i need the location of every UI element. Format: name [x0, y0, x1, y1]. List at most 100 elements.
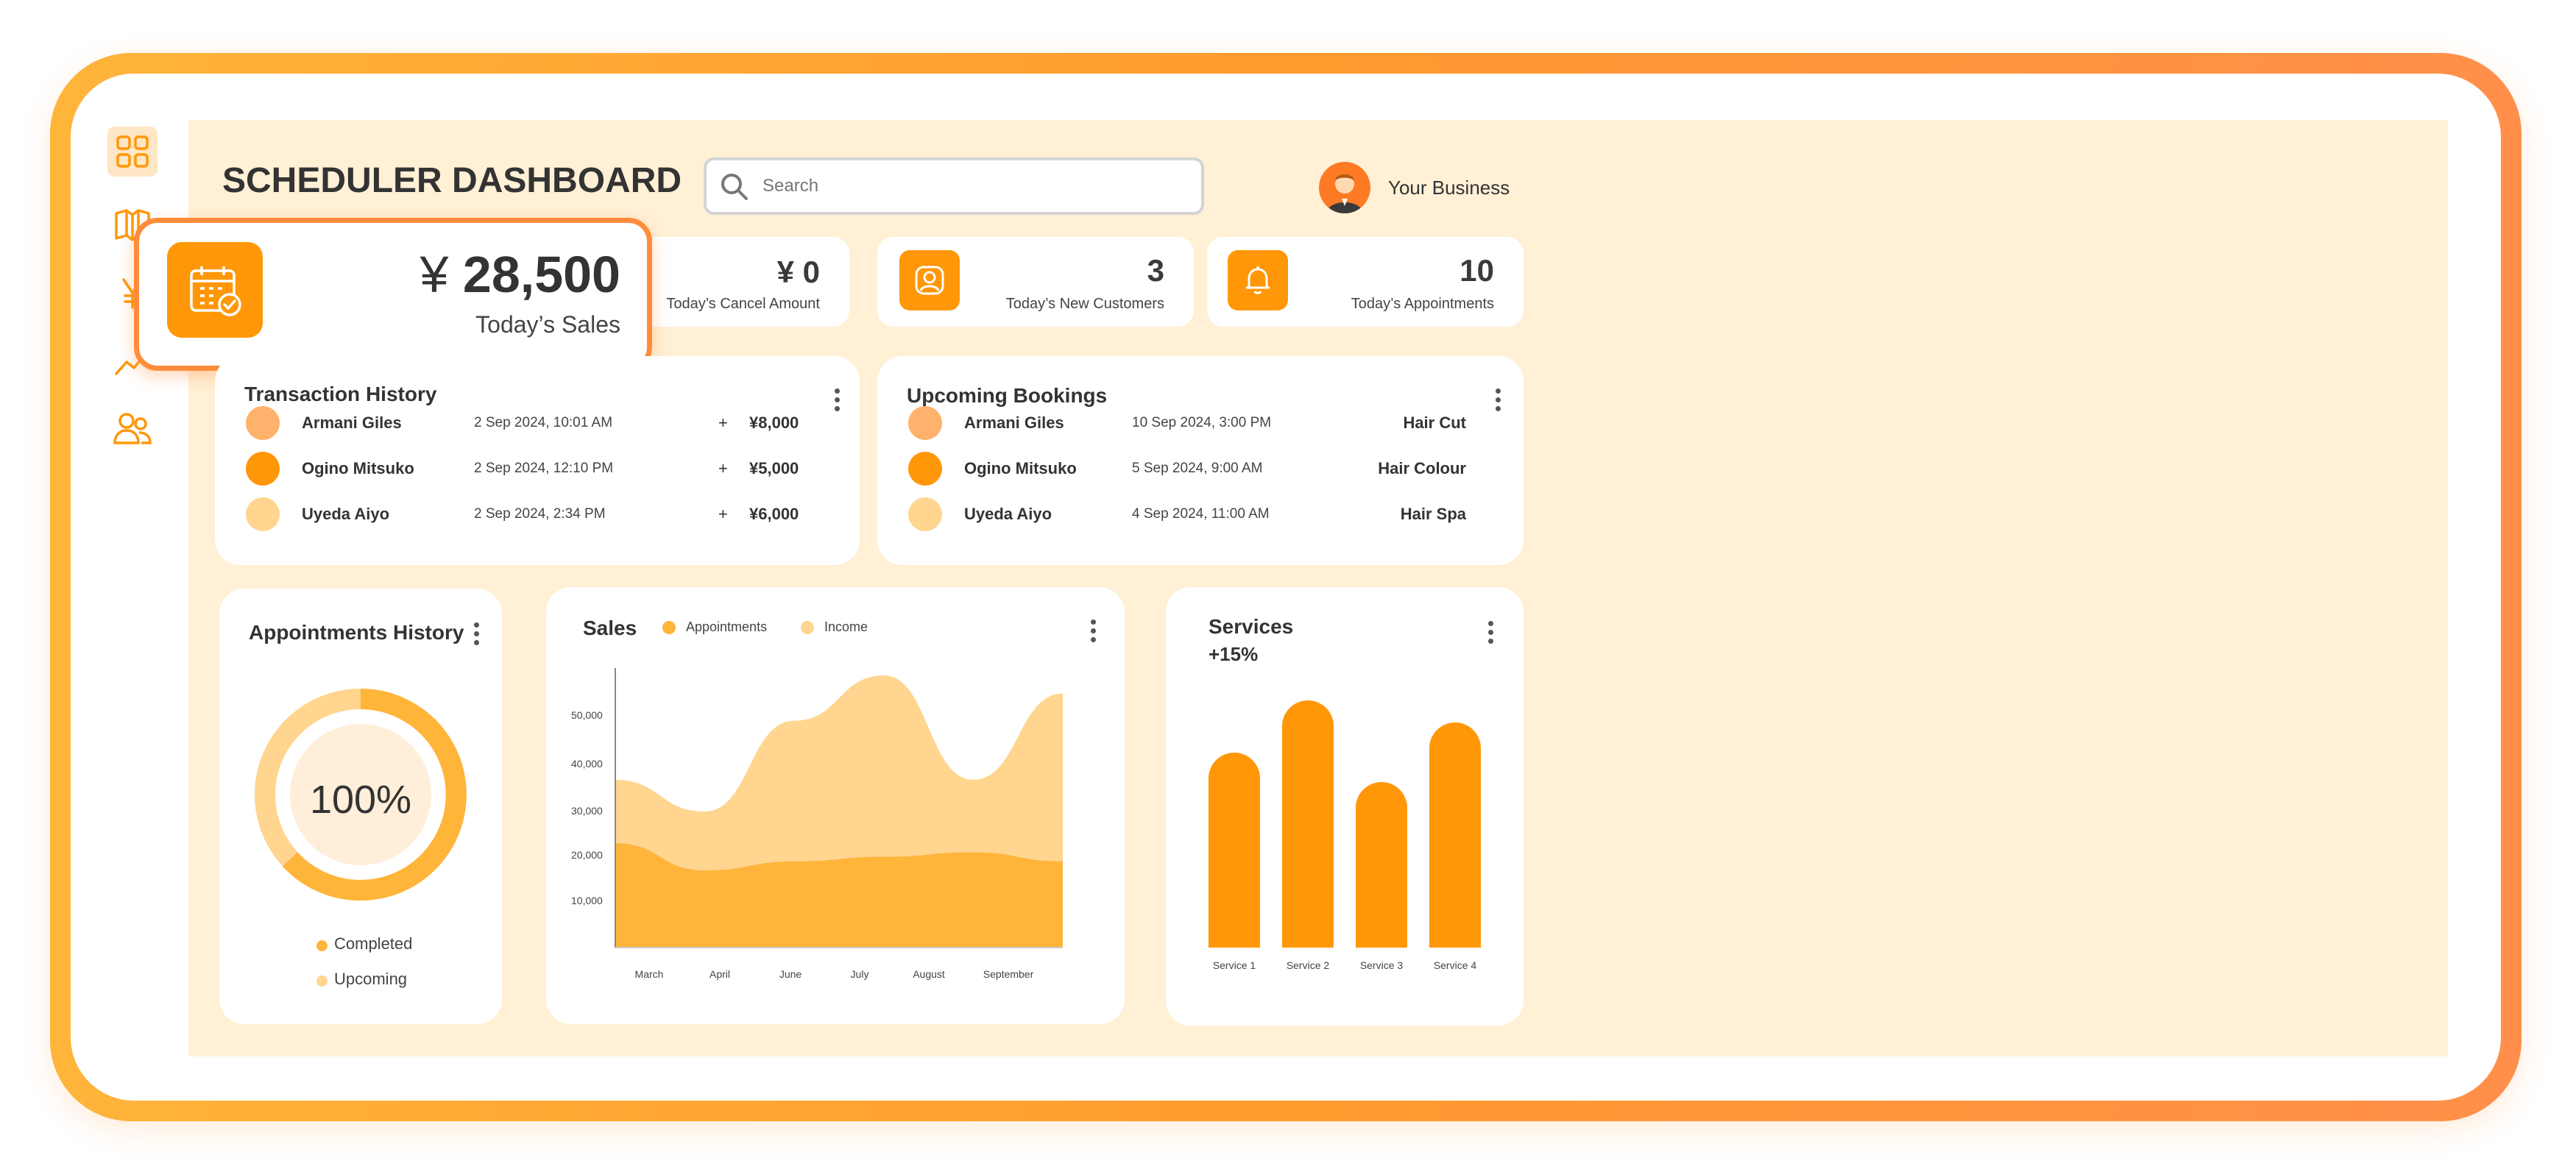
- new-customers-value: 3: [1147, 253, 1164, 288]
- donut-completed-arc: [282, 689, 467, 901]
- customer-name: Ogino Mitsuko: [964, 459, 1077, 477]
- donut-center: [290, 724, 431, 865]
- legend-dot: [316, 940, 328, 951]
- y-tick-label: 10,000: [571, 895, 603, 906]
- service-bar[interactable]: [1282, 700, 1334, 948]
- transaction-sign: +: [718, 505, 728, 523]
- booking-service: Hair Colour: [1378, 459, 1466, 477]
- sales-area-chart: [615, 668, 1063, 948]
- grid-icon: [116, 135, 149, 168]
- customer-name: Uyeda Aiyo: [302, 505, 390, 523]
- sales-menu-icon[interactable]: [1091, 619, 1097, 646]
- appointments-donut: [255, 689, 467, 901]
- transaction-amount: ¥5,000: [749, 459, 799, 477]
- bell-icon: [1246, 266, 1270, 294]
- avatar[interactable]: [1319, 162, 1370, 213]
- calendar-icon: [190, 266, 241, 316]
- services-chart-card: Services +15% Service 1 Service 2 Service …: [1166, 587, 1524, 1026]
- cancel-label: Today’s Cancel Amount: [666, 296, 820, 312]
- customer-name: Ogino Mitsuko: [302, 459, 414, 477]
- sidebar-item-dashboard[interactable]: [107, 127, 158, 177]
- legend-dot: [662, 621, 676, 634]
- y-tick-label: 20,000: [571, 849, 603, 861]
- sales-value: 28,500: [462, 246, 620, 303]
- y-tick-label: 40,000: [571, 758, 603, 770]
- customer-avatar: [908, 406, 942, 440]
- business-name[interactable]: Your Business: [1388, 177, 1510, 199]
- services-chart-title: Services: [1209, 615, 1294, 638]
- x-tick-label: September: [983, 968, 1034, 980]
- new-customers-label: Today’s New Customers: [1005, 296, 1164, 312]
- table-row[interactable]: Ogino Mitsuko 5 Sep 2024, 9:00 AM Hair Col…: [877, 446, 1524, 490]
- appointments-menu-icon[interactable]: [474, 622, 480, 649]
- transaction-history-card: Transaction History Armani Giles 2 Sep 20…: [215, 356, 860, 565]
- legend-label: Upcoming: [334, 970, 408, 988]
- series-area-appointments: [615, 843, 1063, 948]
- sales-chart-title: Sales: [583, 617, 637, 639]
- new-customers-card: 3 Today’s New Customers: [877, 237, 1194, 327]
- customer-name: Uyeda Aiyo: [964, 505, 1052, 523]
- customer-avatar: [246, 452, 280, 486]
- customer-avatar: [908, 497, 942, 531]
- service-bar[interactable]: [1209, 753, 1260, 948]
- avatar-person-icon: [1326, 174, 1363, 213]
- todays-sales-card[interactable]: ¥ 28,500 Today’s Sales: [134, 218, 652, 371]
- users-icon: [113, 413, 152, 444]
- legend-dot: [316, 976, 328, 987]
- upcoming-bookings-card: Upcoming Bookings Armani Giles 10 Sep 202…: [877, 356, 1524, 565]
- customer-avatar: [908, 452, 942, 486]
- cancel-value: 0: [802, 255, 820, 289]
- customer-icon: [915, 266, 944, 295]
- booking-service: Hair Cut: [1403, 413, 1466, 432]
- service-label: Service 2: [1286, 959, 1330, 971]
- table-row[interactable]: Armani Giles 10 Sep 2024, 3:00 PM Hair Cut: [877, 400, 1524, 444]
- legend-label: Appointments: [686, 619, 768, 634]
- transaction-amount: ¥8,000: [749, 413, 799, 432]
- legend-dot: [801, 621, 814, 634]
- transaction-date: 2 Sep 2024, 2:34 PM: [474, 506, 606, 522]
- table-row[interactable]: Ogino Mitsuko 2 Sep 2024, 12:10 PM + ¥5,000: [215, 446, 860, 490]
- legend-label: Completed: [334, 934, 413, 953]
- search-icon: [721, 174, 748, 200]
- transaction-history-title: Transaction History: [244, 383, 437, 405]
- search-input[interactable]: [761, 172, 1176, 200]
- x-tick-label: June: [779, 968, 802, 980]
- customer-avatar: [246, 406, 280, 440]
- search-box[interactable]: [704, 157, 1204, 215]
- sales-currency: ¥: [420, 246, 449, 303]
- booking-date: 4 Sep 2024, 11:00 AM: [1132, 506, 1270, 522]
- sidebar-item-customers[interactable]: [107, 403, 158, 453]
- x-tick-label: July: [850, 968, 869, 980]
- appointments-history-card: Appointments History 100% Completed Upcom…: [219, 589, 502, 1024]
- booking-date: 10 Sep 2024, 3:00 PM: [1132, 415, 1272, 430]
- table-row[interactable]: Uyeda Aiyo 4 Sep 2024, 11:00 AM Hair Spa: [877, 491, 1524, 536]
- transaction-menu-icon[interactable]: [835, 388, 841, 415]
- transaction-sign: +: [718, 459, 728, 477]
- services-growth: +15%: [1209, 643, 1259, 665]
- transaction-amount: ¥6,000: [749, 505, 799, 523]
- sales-label: Today’s Sales: [475, 311, 620, 338]
- service-label: Service 1: [1212, 959, 1256, 971]
- service-bar[interactable]: [1429, 722, 1481, 948]
- appointments-center-value: 100%: [309, 778, 412, 822]
- booking-service: Hair Spa: [1400, 505, 1466, 523]
- table-row[interactable]: Uyeda Aiyo 2 Sep 2024, 2:34 PM + ¥6,000: [215, 491, 860, 536]
- cancel-amount-card: ¥ 0 Today’s Cancel Amount: [636, 237, 849, 327]
- appointments-card: 10 Today’s Appointments: [1207, 237, 1524, 327]
- transaction-date: 2 Sep 2024, 10:01 AM: [474, 415, 613, 430]
- services-menu-icon[interactable]: [1488, 621, 1494, 647]
- service-bar[interactable]: [1356, 782, 1407, 948]
- customer-name: Armani Giles: [964, 413, 1064, 432]
- cancel-currency: ¥: [776, 255, 794, 289]
- table-row[interactable]: Armani Giles 2 Sep 2024, 10:01 AM + ¥8,000: [215, 400, 860, 444]
- x-tick-label: April: [709, 968, 730, 980]
- legend-label: Income: [824, 619, 868, 634]
- y-tick-label: 50,000: [571, 709, 603, 721]
- appointments-label: Today’s Appointments: [1351, 296, 1494, 312]
- x-tick-label: August: [913, 968, 945, 980]
- service-label: Service 3: [1359, 959, 1404, 971]
- y-tick-label: 30,000: [571, 805, 603, 817]
- upcoming-bookings-title: Upcoming Bookings: [907, 384, 1108, 407]
- x-tick-label: March: [634, 968, 664, 980]
- bookings-menu-icon[interactable]: [1496, 388, 1501, 415]
